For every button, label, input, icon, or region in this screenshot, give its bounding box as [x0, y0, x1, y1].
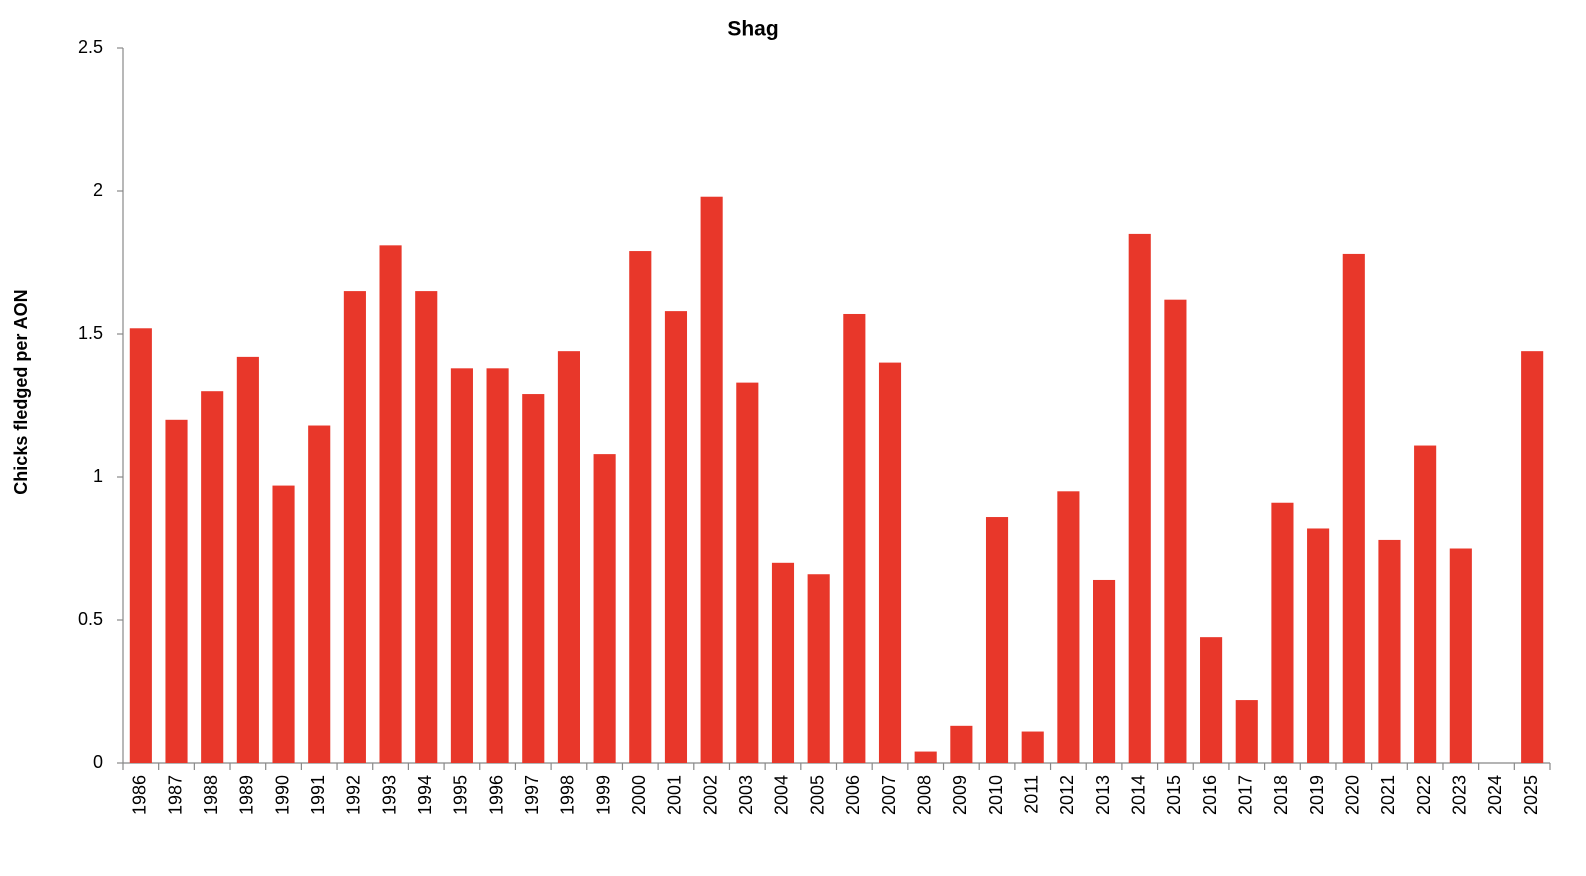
x-tick-label: 2020	[1343, 775, 1363, 815]
bar	[878, 362, 902, 763]
x-tick-label: 2009	[950, 775, 970, 815]
x-tick-label: 1987	[165, 775, 185, 815]
y-tick-label: 0.5	[78, 609, 103, 629]
x-tick-label: 1995	[451, 775, 471, 815]
x-tick-label: 2023	[1450, 775, 1470, 815]
bar	[129, 328, 152, 763]
bar	[1342, 253, 1365, 764]
bar	[593, 454, 616, 763]
bar	[486, 368, 509, 763]
x-tick-label: 1989	[237, 775, 257, 815]
y-tick-label: 2	[93, 180, 103, 200]
x-tick-label: 2011	[1021, 775, 1041, 814]
x-tick-label: 2013	[1093, 775, 1113, 815]
y-tick-label: 0	[93, 752, 103, 772]
x-tick-label: 1996	[486, 775, 506, 815]
x-tick-label: 1997	[522, 775, 542, 815]
x-tick-label: 1993	[379, 775, 399, 815]
x-tick-label: 1990	[272, 775, 292, 815]
y-tick-label: 1	[93, 466, 103, 486]
y-tick-label: 2.5	[78, 37, 103, 57]
bar	[308, 425, 331, 763]
x-tick-label: 2002	[700, 775, 720, 815]
bar	[1200, 637, 1223, 763]
x-tick-label: 2019	[1307, 775, 1327, 815]
bar	[914, 751, 937, 763]
bar	[236, 356, 259, 763]
bar	[985, 517, 1009, 763]
x-tick-label: 2008	[914, 775, 934, 815]
bar	[736, 382, 759, 763]
bar	[165, 419, 188, 763]
x-tick-label: 2021	[1378, 775, 1398, 815]
x-tick-label: 2016	[1200, 775, 1220, 815]
x-tick-label: 2015	[1164, 775, 1184, 815]
x-tick-label: 2001	[665, 775, 685, 815]
bar	[379, 245, 402, 764]
y-tick-label: 1.5	[78, 323, 103, 343]
y-axis-label: Chicks fledged per AON	[11, 289, 31, 494]
bar	[1449, 548, 1472, 763]
bar	[1128, 233, 1151, 763]
x-tick-label: 2010	[986, 775, 1006, 815]
x-tick-label: 2006	[843, 775, 863, 815]
x-tick-label: 1986	[130, 775, 150, 815]
x-tick-label: 2007	[879, 775, 899, 815]
bar	[700, 196, 723, 764]
x-tick-label: 1992	[344, 775, 364, 815]
bar	[343, 291, 366, 763]
bar	[415, 291, 438, 763]
x-tick-label: 1999	[593, 775, 613, 815]
bar	[771, 562, 795, 763]
bar	[664, 311, 688, 763]
x-tick-label: 2017	[1236, 775, 1256, 815]
bar	[450, 368, 473, 763]
bar	[1414, 445, 1437, 763]
bar	[1521, 351, 1544, 763]
x-tick-label: 2005	[807, 775, 827, 815]
x-tick-label: 2004	[772, 775, 792, 815]
bar	[807, 574, 830, 763]
bar	[1093, 579, 1116, 763]
x-tick-label: 2000	[629, 775, 649, 815]
x-tick-label: 2018	[1271, 775, 1291, 815]
x-tick-label: 1991	[308, 775, 328, 815]
bar	[1378, 539, 1401, 763]
x-tick-label: 2012	[1057, 775, 1077, 815]
bar	[950, 725, 973, 763]
bar	[629, 251, 652, 763]
bar	[1235, 700, 1258, 763]
x-tick-label: 2022	[1414, 775, 1434, 815]
bar	[1021, 731, 1044, 763]
x-tick-label: 2024	[1485, 775, 1505, 815]
x-tick-label: 2003	[736, 775, 756, 815]
chart-title: Shag	[727, 18, 778, 41]
bar	[1057, 491, 1080, 763]
bar	[1271, 502, 1294, 763]
x-tick-label: 1988	[201, 775, 221, 815]
bar	[1164, 299, 1187, 763]
bar	[272, 485, 295, 763]
bar	[522, 394, 545, 763]
bar	[557, 351, 580, 763]
bar	[843, 313, 866, 763]
x-tick-label: 1994	[415, 775, 435, 815]
x-tick-label: 2025	[1521, 775, 1541, 815]
x-tick-label: 2014	[1128, 775, 1148, 815]
x-tick-label: 1998	[558, 775, 578, 815]
bar	[1307, 528, 1330, 763]
bar	[201, 391, 224, 763]
